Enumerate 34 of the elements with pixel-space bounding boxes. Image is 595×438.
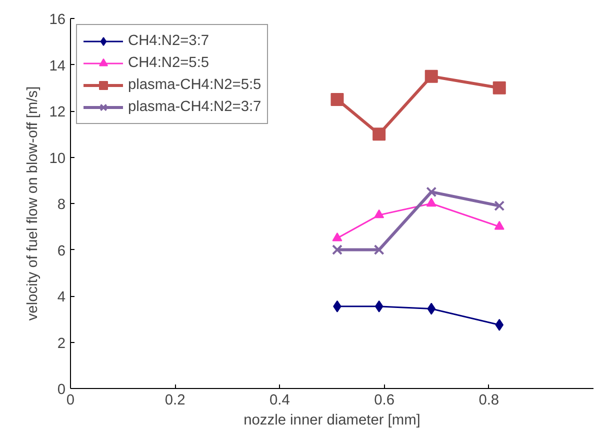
legend-label: plasma-CH4:N2=3:7 [128, 99, 262, 115]
point [494, 200, 505, 212]
point [495, 318, 504, 331]
legend-label: plasma-CH4:N2=5:5 [128, 77, 262, 93]
point [374, 300, 384, 312]
point [494, 220, 504, 230]
point [426, 198, 436, 207]
y-tick-label: 10 [49, 150, 66, 167]
x-tick-label: 0.6 [374, 392, 394, 408]
y-tick-label: 14 [49, 58, 66, 74]
point [424, 70, 438, 83]
y-tick-label: 6 [57, 243, 66, 260]
legend-label: CH4:N2=3:7 [128, 33, 210, 49]
legend-label: CH4:N2=5:5 [128, 55, 210, 71]
point [372, 128, 386, 141]
y-tick-label: 2 [57, 336, 66, 352]
point [332, 232, 342, 242]
point [492, 81, 506, 94]
point [374, 244, 384, 255]
x-tick-label: 0.2 [164, 392, 186, 408]
point [427, 302, 436, 315]
point [332, 244, 342, 255]
y-tick-label: 16 [49, 12, 66, 28]
y-axis-title: velocity of fuel flow on blow-off [m/s] [25, 86, 42, 321]
x-axis-title: nozzle inner diameter [mm] [244, 412, 420, 428]
y-tick-label: 8 [57, 197, 66, 213]
y-tick-label: 0 [57, 382, 66, 398]
point [330, 92, 344, 106]
y-tick-label: 12 [49, 104, 66, 120]
x-tick-label: 0.4 [270, 392, 290, 408]
point [426, 186, 437, 198]
x-tick-label: 0.8 [478, 392, 500, 408]
y-tick-label: 4 [57, 290, 66, 306]
point [374, 209, 384, 218]
